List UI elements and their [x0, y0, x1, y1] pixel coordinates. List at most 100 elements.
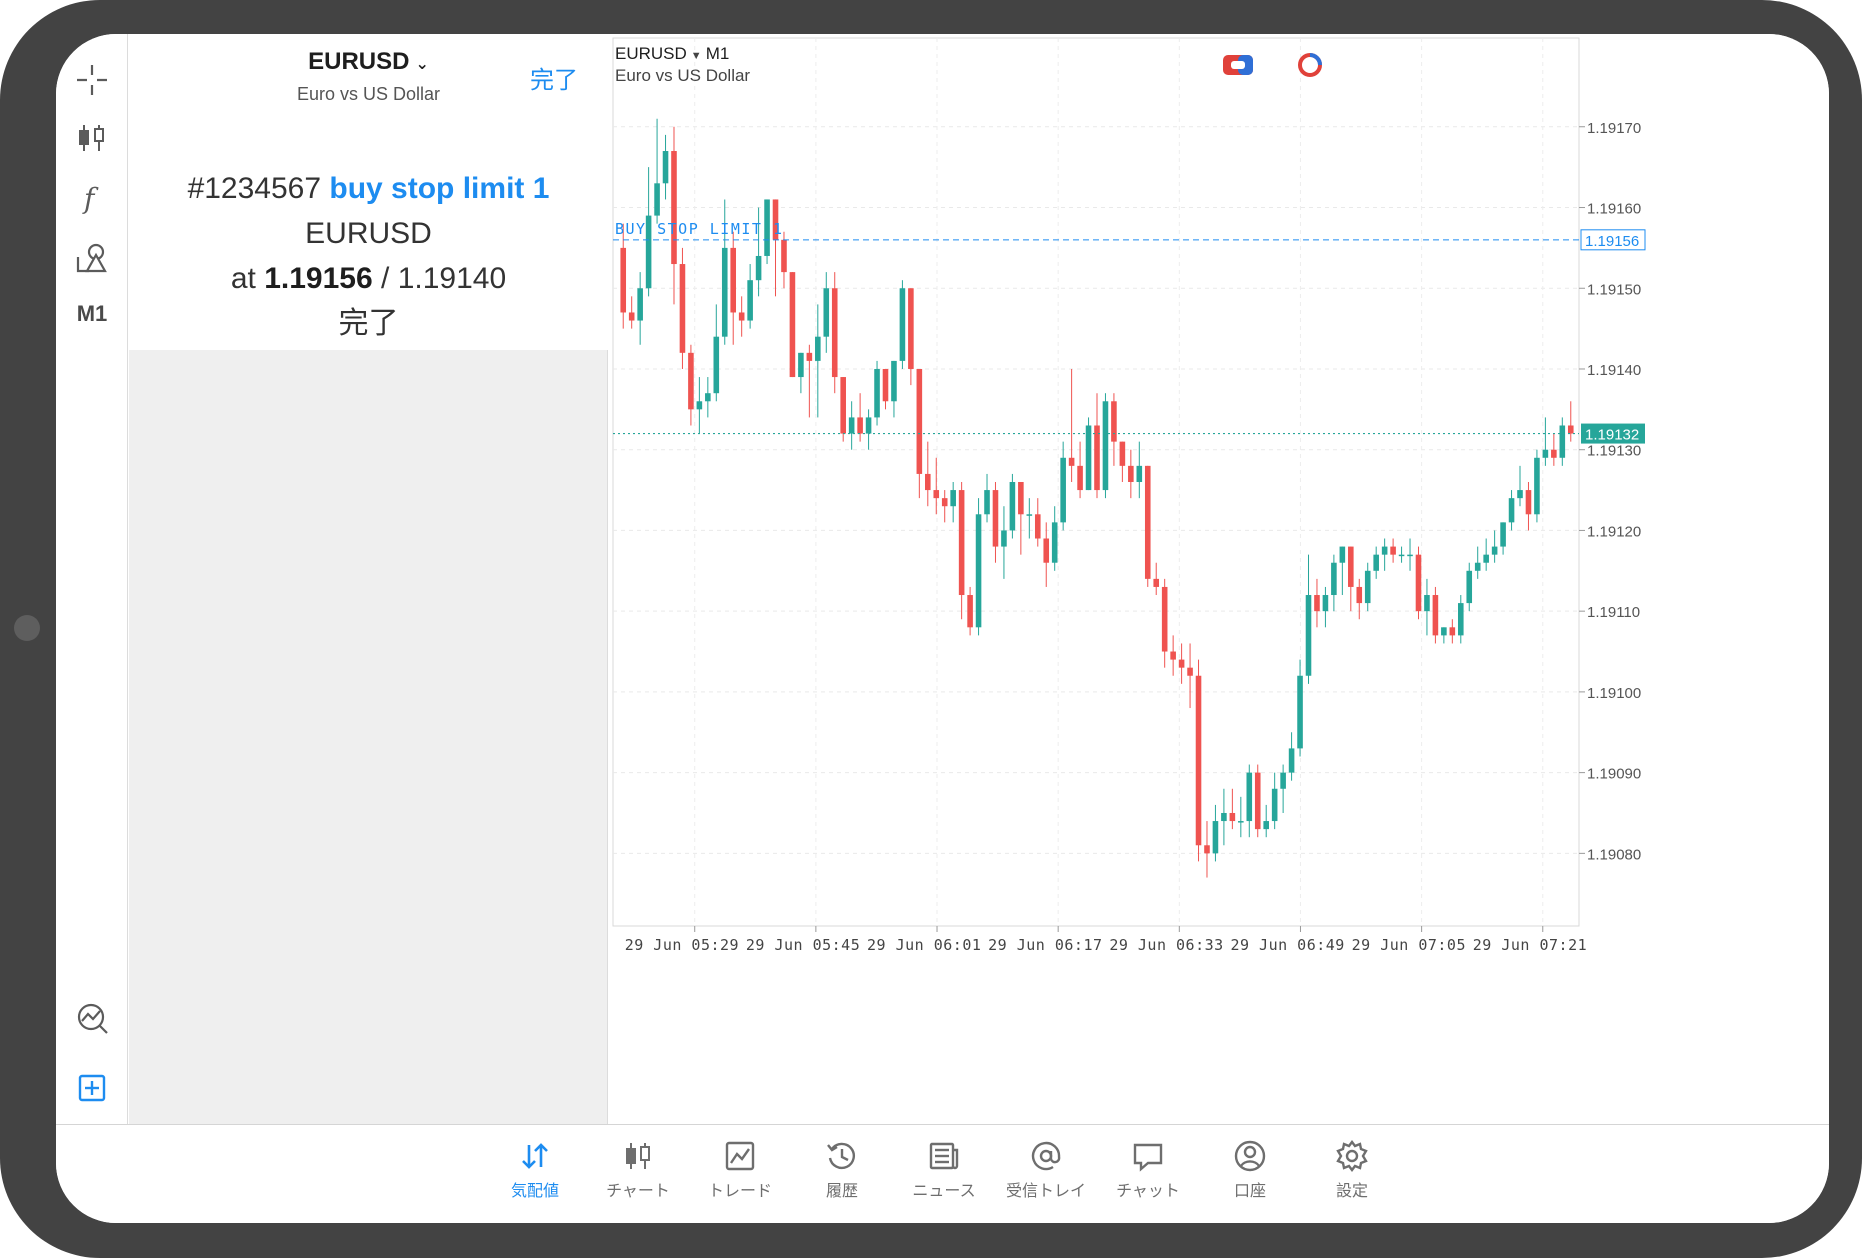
nav-trade[interactable]: トレード: [690, 1139, 790, 1201]
candle-body: [1525, 490, 1532, 515]
chart-area[interactable]: 1.19170 1.19160 1.19150 1.19140 1.19130 1.191…: [609, 34, 1829, 1124]
nav-settings[interactable]: 設定: [1302, 1139, 1402, 1201]
candle-body: [1415, 554, 1422, 612]
nav-quotes[interactable]: 気配値: [485, 1139, 585, 1201]
chevron-down-icon: ⌄: [415, 56, 429, 73]
candle-body: [1322, 595, 1329, 612]
quotes-icon: [522, 1143, 548, 1169]
nav-label: トレード: [707, 1183, 772, 1200]
order-result-card: EURUSD ⌄ Euro vs US Dollar 完了 #1234567 bu…: [129, 34, 608, 350]
crosshair-icon[interactable]: [68, 56, 116, 104]
candle-body: [823, 288, 830, 337]
candle-body: [1441, 627, 1447, 636]
symbol-selector[interactable]: EURUSD ⌄: [129, 48, 608, 76]
nav-chat[interactable]: チャット: [1098, 1139, 1198, 1201]
candle-body: [1246, 772, 1253, 822]
one-click-trading-icon[interactable]: [1221, 52, 1255, 78]
candlestick-chart[interactable]: 1.191701.191601.191501.191401.191301.191…: [609, 34, 1829, 1124]
symbol-name: EURUSD: [308, 48, 410, 75]
candle-body: [730, 247, 737, 313]
nav-chart[interactable]: チャート: [588, 1139, 688, 1201]
order-line-label: BUY STOP LIMIT 1: [615, 220, 784, 238]
nav-account[interactable]: 口座: [1200, 1139, 1300, 1201]
candle-body: [772, 199, 779, 240]
x-tick-label: 29 Jun 06:33: [1109, 936, 1223, 954]
candle-body: [1297, 675, 1303, 749]
nav-label: ニュース: [912, 1183, 976, 1200]
candle-body: [848, 417, 855, 434]
candle-body: [857, 417, 863, 434]
candle-body: [662, 151, 669, 184]
x-tick-label: 29 Jun 07:05: [1352, 936, 1466, 954]
candle-body: [1271, 788, 1278, 822]
chart-type-icon[interactable]: [68, 114, 116, 162]
objects-icon[interactable]: [68, 234, 116, 282]
candle-body: [806, 352, 813, 361]
candle-body: [1508, 498, 1515, 523]
candle-body: [688, 352, 694, 410]
nav-mailbox[interactable]: 受信トレイ: [996, 1139, 1096, 1201]
candle-body: [1390, 546, 1396, 555]
nav-label: 設定: [1335, 1183, 1368, 1200]
candle-body: [1018, 482, 1024, 515]
chart-symbol-name: EURUSD: [615, 44, 687, 63]
candle-body: [1068, 457, 1075, 466]
candle-body: [1474, 562, 1481, 571]
order-type: buy stop limit 1: [329, 172, 550, 205]
candle-body: [1034, 514, 1041, 539]
candle-body: [1009, 482, 1016, 531]
chart-symbol[interactable]: EURUSD ▼ M1: [615, 44, 729, 64]
candle-body: [1424, 595, 1430, 612]
candle-body: [1288, 748, 1295, 773]
candle-body: [1567, 425, 1574, 434]
timeframe-button[interactable]: M1: [76, 301, 108, 326]
candle-body: [1085, 425, 1092, 491]
at-label: at: [230, 262, 256, 295]
y-tick-label: 1.19120: [1587, 523, 1641, 540]
candle-body: [1449, 627, 1456, 636]
candle-body: [628, 312, 635, 321]
candle-body: [654, 183, 660, 216]
x-tick-label: 29 Jun 05:45: [746, 936, 860, 954]
candle-body: [1517, 490, 1523, 499]
trade-icon: [725, 1141, 755, 1171]
home-button[interactable]: [14, 615, 40, 641]
account-icon: [1234, 1140, 1266, 1172]
order-status: 完了: [338, 307, 399, 340]
candle-body: [637, 288, 643, 321]
order-message: #1234567 buy stop limit 1 EURUSD at 1.19…: [129, 166, 608, 346]
candle-body: [1161, 586, 1168, 652]
candle-body: [747, 280, 753, 321]
candle-body: [1102, 401, 1109, 491]
candle-body: [941, 498, 948, 507]
candle-body: [1551, 449, 1557, 458]
x-tick-label: 29 Jun 06:01: [867, 936, 981, 954]
nav-news[interactable]: ニュース: [894, 1139, 994, 1201]
candle-body: [899, 288, 906, 361]
candle-body: [925, 473, 931, 491]
chart-analysis-icon[interactable]: [68, 994, 116, 1042]
candle-body: [781, 239, 787, 273]
mail-icon: [1031, 1141, 1061, 1171]
nav-label: 気配値: [510, 1183, 559, 1200]
new-order-icon[interactable]: [68, 1064, 116, 1112]
candle-body: [1170, 651, 1176, 660]
candle-body: [933, 490, 940, 499]
candle-body: [1229, 812, 1236, 822]
nav-label: チャット: [1116, 1183, 1180, 1200]
nav-history[interactable]: 履歴: [792, 1139, 892, 1201]
order-panel: EURUSD ⌄ Euro vs US Dollar 完了 #1234567 bu…: [129, 34, 608, 1124]
history-icon: [827, 1142, 855, 1170]
candle-body: [1221, 812, 1227, 822]
candle-body: [1128, 465, 1134, 482]
candle-body: [958, 490, 965, 596]
candle-body: [865, 417, 872, 434]
limit-price: 1.19140: [397, 262, 507, 295]
y-tick-label: 1.19100: [1587, 685, 1641, 702]
candle-body: [1119, 441, 1126, 466]
candle-body: [620, 247, 627, 313]
indicators-icon[interactable]: f: [68, 174, 116, 222]
trade-level-icon[interactable]: [1293, 52, 1327, 78]
done-button[interactable]: 完了: [530, 67, 578, 94]
